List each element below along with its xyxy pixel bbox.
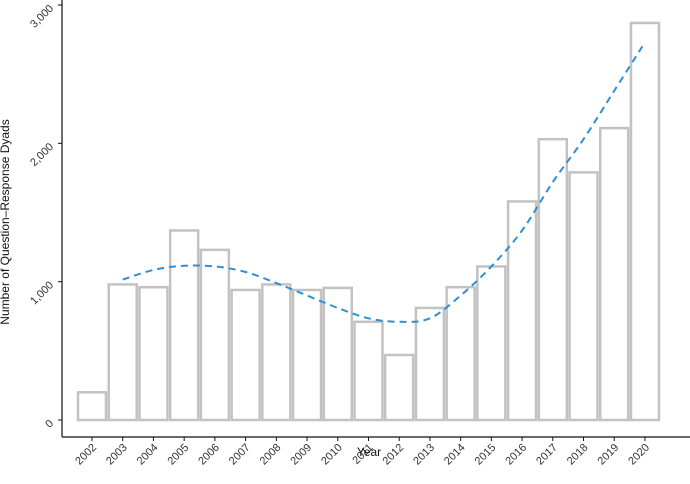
x-tick-label-2008: 2008 — [258, 442, 284, 468]
bar-2016 — [506, 200, 538, 422]
bar-2019 — [598, 126, 630, 422]
y-tick-label: 3,000 — [28, 3, 56, 31]
x-tick-label-2007: 2007 — [227, 442, 253, 468]
x-axis-title: Year — [357, 445, 381, 459]
x-tick-label-2019: 2019 — [596, 442, 622, 468]
bar-2018 — [568, 171, 599, 422]
axes-group — [61, 0, 690, 438]
x-tick-label-2002: 2002 — [73, 442, 99, 468]
bar-2011 — [353, 320, 384, 422]
bar-2005 — [168, 229, 200, 422]
bars-group — [76, 21, 661, 422]
bar-2012 — [383, 353, 415, 422]
x-tick-label-2020: 2020 — [626, 442, 652, 468]
bar-2006 — [199, 248, 231, 422]
bar-2003 — [107, 283, 138, 422]
y-tick-label: 1,000 — [28, 279, 56, 307]
x-tick-label-2010: 2010 — [319, 442, 345, 468]
x-tick-label-2014: 2014 — [442, 442, 468, 468]
x-tick-label-2006: 2006 — [196, 442, 222, 468]
x-tick-label-2017: 2017 — [534, 442, 560, 468]
bar-2002 — [76, 391, 108, 422]
trend-group — [122, 41, 646, 323]
bar-2009 — [291, 288, 323, 422]
bar-2020 — [629, 21, 661, 422]
x-tick-label-2013: 2013 — [411, 442, 437, 468]
x-tick-label-2018: 2018 — [565, 442, 591, 468]
bar-2010 — [322, 286, 354, 422]
bar-2015 — [476, 265, 507, 422]
x-tick-label-2005: 2005 — [165, 442, 191, 468]
x-tick-label-2012: 2012 — [381, 442, 407, 468]
bar-2017 — [537, 137, 569, 422]
bar-2007 — [230, 288, 261, 422]
bar-2004 — [138, 285, 169, 422]
x-tick-label-2009: 2009 — [288, 442, 314, 468]
x-tick-label-2015: 2015 — [473, 442, 499, 468]
bar-2014 — [445, 285, 476, 422]
x-tick-label-2003: 2003 — [104, 442, 130, 468]
y-axis-title: Number of Question–Response Dyads — [0, 119, 12, 324]
y-tick-label: 0 — [43, 418, 56, 431]
y-tick-label: 2,000 — [28, 141, 56, 169]
x-tick-label-2004: 2004 — [135, 442, 161, 468]
x-tick-label-2016: 2016 — [503, 442, 529, 468]
bar-2013 — [414, 306, 446, 422]
bar-2008 — [261, 283, 292, 422]
trend-line — [122, 41, 646, 323]
